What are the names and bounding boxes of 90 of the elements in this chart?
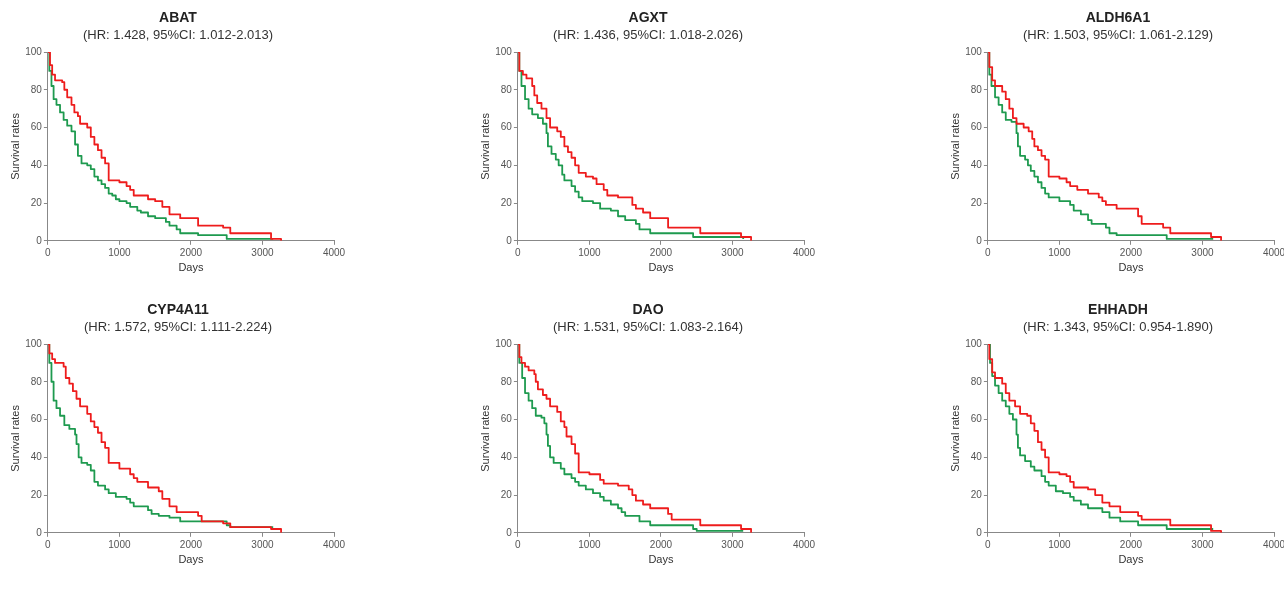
y-axis-title: Survival rates <box>8 404 21 472</box>
y-tick-label: 100 <box>965 337 983 349</box>
y-tick-label: 40 <box>500 451 513 463</box>
chart-subtitle: (HR: 1.572, 95%CI: 1.111-2.224) <box>82 318 274 336</box>
y-tick-label: 100 <box>495 337 513 349</box>
y-axis-title: Survival rates <box>478 112 491 180</box>
y-tick-label: 80 <box>500 375 513 387</box>
chart-title: CYP4A11 <box>146 300 210 318</box>
y-tick-label: 0 <box>976 526 983 538</box>
x-tick-label: 3000 <box>1191 538 1215 550</box>
x-tick-label: 0 <box>985 246 992 258</box>
y-tick-label: 100 <box>965 45 983 57</box>
y-tick-label: 20 <box>30 196 43 208</box>
y-tick-label: 80 <box>970 375 983 387</box>
y-tick-label: 100 <box>25 45 43 57</box>
y-tick-label: 0 <box>36 526 43 538</box>
x-tick-label: 3000 <box>251 246 275 258</box>
x-tick-label: 3000 <box>1191 246 1215 258</box>
y-tick-label: 60 <box>970 121 983 133</box>
chart-subtitle: (HR: 1.436, 95%CI: 1.018-2.026) <box>551 26 745 44</box>
y-tick-label: 80 <box>30 375 43 387</box>
y-tick-label: 20 <box>500 196 513 208</box>
x-tick-label: 2000 <box>649 538 673 550</box>
y-tick-label: 20 <box>30 488 43 500</box>
x-tick-label: 2000 <box>1119 538 1143 550</box>
x-tick-label: 1000 <box>1048 246 1071 258</box>
x-tick-label: 2000 <box>179 246 203 258</box>
chart-subtitle: (HR: 1.531, 95%CI: 1.083-2.164) <box>551 318 745 336</box>
y-axis-title: Survival rates <box>8 112 21 180</box>
y-tick-label: 0 <box>506 526 513 538</box>
y-tick-label: 60 <box>30 121 43 133</box>
chart-title: ALDH6A1 <box>1084 8 1152 26</box>
chart-subtitle: (HR: 1.343, 95%CI: 0.954-1.890) <box>1021 318 1215 336</box>
chart-subtitle: (HR: 1.503, 95%CI: 1.061-2.129) <box>1021 26 1215 44</box>
x-tick-label: 4000 <box>322 538 346 550</box>
y-tick-label: 60 <box>30 413 43 425</box>
y-tick-label: 40 <box>970 159 983 171</box>
y-tick-label: 40 <box>500 159 513 171</box>
x-tick-label: 4000 <box>792 538 816 550</box>
chart-title: AGXT <box>627 8 669 26</box>
x-tick-label: 0 <box>985 538 992 550</box>
x-tick-label: 2000 <box>649 246 673 258</box>
chart-title: ABAT <box>158 8 198 26</box>
x-tick-label: 1000 <box>108 246 131 258</box>
y-axis-title: Survival rates <box>478 404 491 472</box>
chart-title: DAO <box>631 300 665 318</box>
x-tick-label: 0 <box>45 246 52 258</box>
x-tick-label: 4000 <box>1262 246 1284 258</box>
y-tick-label: 0 <box>506 234 513 246</box>
x-tick-label: 2000 <box>179 538 203 550</box>
x-axis-title: Days <box>1118 553 1144 566</box>
x-tick-label: 0 <box>515 538 522 550</box>
y-tick-label: 0 <box>976 234 983 246</box>
x-tick-label: 3000 <box>721 538 745 550</box>
x-tick-label: 1000 <box>578 538 601 550</box>
x-tick-label: 0 <box>45 538 52 550</box>
y-tick-label: 40 <box>30 451 43 463</box>
x-axis-title: Days <box>178 261 204 274</box>
y-axis-title: Survival rates <box>948 112 961 180</box>
x-axis-title: Days <box>648 553 674 566</box>
x-tick-label: 4000 <box>792 246 816 258</box>
y-tick-label: 20 <box>500 488 513 500</box>
y-tick-label: 60 <box>500 121 513 133</box>
chart-title: EHHADH <box>1087 300 1149 318</box>
x-axis-title: Days <box>1118 261 1144 274</box>
x-tick-label: 1000 <box>108 538 131 550</box>
chart-subtitle: (HR: 1.428, 95%CI: 1.012-2.013) <box>81 26 275 44</box>
y-tick-label: 100 <box>495 45 513 57</box>
y-tick-label: 80 <box>30 83 43 95</box>
y-tick-label: 80 <box>500 83 513 95</box>
x-tick-label: 0 <box>515 246 522 258</box>
x-tick-label: 1000 <box>578 246 601 258</box>
y-tick-label: 60 <box>970 413 983 425</box>
y-tick-label: 60 <box>500 413 513 425</box>
y-tick-label: 20 <box>970 196 983 208</box>
y-tick-label: 20 <box>970 488 983 500</box>
x-tick-label: 3000 <box>251 538 275 550</box>
y-tick-label: 80 <box>970 83 983 95</box>
y-tick-label: 0 <box>36 234 43 246</box>
x-tick-label: 3000 <box>721 246 745 258</box>
y-axis-title: Survival rates <box>948 404 961 472</box>
x-tick-label: 4000 <box>1262 538 1284 550</box>
x-tick-label: 4000 <box>322 246 346 258</box>
x-tick-label: 1000 <box>1048 538 1071 550</box>
x-axis-title: Days <box>178 553 204 566</box>
y-tick-label: 40 <box>30 159 43 171</box>
x-axis-title: Days <box>648 261 674 274</box>
y-tick-label: 100 <box>25 337 43 349</box>
x-tick-label: 2000 <box>1119 246 1143 258</box>
y-tick-label: 40 <box>970 451 983 463</box>
